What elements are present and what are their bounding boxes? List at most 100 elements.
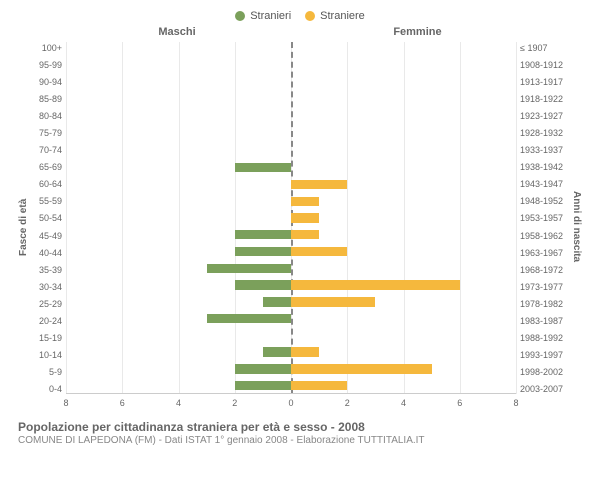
cohort-label: 1943-1947	[520, 179, 568, 189]
y-axis-label-left: Fasce di età	[18, 42, 32, 412]
age-label: 15-19	[32, 333, 62, 343]
bar-female	[291, 213, 319, 222]
cohort-label: 2003-2007	[520, 384, 568, 394]
chart-title: Popolazione per cittadinanza straniera p…	[18, 420, 582, 434]
cohort-label: 1953-1957	[520, 213, 568, 223]
bar-male	[207, 314, 291, 323]
bar-row	[66, 226, 516, 243]
age-label: 0-4	[32, 384, 62, 394]
chart: Fasce di età 100+95-9990-9485-8980-8475-…	[18, 42, 582, 412]
bar-row	[66, 243, 516, 260]
cohort-label: 1918-1922	[520, 94, 568, 104]
bar-male	[235, 247, 291, 256]
bar-row	[66, 260, 516, 277]
y-tick-labels-right: ≤ 1907 1908-1912 1913-1917 1918-1922 1923-19…	[516, 42, 568, 412]
bar-female	[291, 347, 319, 356]
bar-row	[66, 92, 516, 109]
cohort-label: 1948-1952	[520, 196, 568, 206]
legend-label-female: Straniere	[320, 10, 365, 22]
legend-item-female: Straniere	[305, 10, 365, 22]
age-label: 50-54	[32, 213, 62, 223]
cohort-label: ≤ 1907	[520, 43, 568, 53]
cohort-label: 1998-2002	[520, 367, 568, 377]
side-titles: Maschi Femmine	[64, 26, 536, 40]
x-axis-baseline	[66, 393, 516, 394]
cohort-label: 1933-1937	[520, 145, 568, 155]
bar-female	[291, 297, 375, 306]
bar-female	[291, 180, 347, 189]
age-label: 80-84	[32, 111, 62, 121]
x-tick: 6	[120, 398, 125, 408]
bar-female	[291, 381, 347, 390]
age-label: 10-14	[32, 350, 62, 360]
bar-rows	[66, 42, 516, 394]
x-tick: 4	[176, 398, 181, 408]
legend: Stranieri Straniere	[18, 10, 582, 22]
x-tick: 6	[457, 398, 462, 408]
age-label: 90-94	[32, 77, 62, 87]
bar-row	[66, 377, 516, 394]
bar-row	[66, 42, 516, 59]
bar-row	[66, 159, 516, 176]
bar-female	[291, 280, 460, 289]
bar-row	[66, 126, 516, 143]
bar-male	[235, 280, 291, 289]
x-tick: 4	[401, 398, 406, 408]
age-label: 55-59	[32, 196, 62, 206]
cohort-label: 1913-1917	[520, 77, 568, 87]
bar-row	[66, 176, 516, 193]
cohort-label: 1988-1992	[520, 333, 568, 343]
bar-male	[235, 381, 291, 390]
bar-male	[235, 163, 291, 172]
x-tick: 8	[513, 398, 518, 408]
age-label: 35-39	[32, 265, 62, 275]
bar-row	[66, 310, 516, 327]
chart-subtitle: COMUNE DI LAPEDONA (FM) - Dati ISTAT 1° …	[18, 435, 582, 446]
bar-male	[235, 364, 291, 373]
cohort-label: 1973-1977	[520, 282, 568, 292]
bar-row	[66, 109, 516, 126]
age-label: 5-9	[32, 367, 62, 377]
legend-swatch-female	[305, 11, 315, 21]
bar-row	[66, 277, 516, 294]
age-label: 20-24	[32, 316, 62, 326]
legend-swatch-male	[235, 11, 245, 21]
bar-female	[291, 230, 319, 239]
age-label: 75-79	[32, 128, 62, 138]
age-label: 45-49	[32, 231, 62, 241]
bar-row	[66, 59, 516, 76]
side-title-male: Maschi	[158, 26, 195, 38]
bar-row	[66, 361, 516, 378]
cohort-label: 1923-1927	[520, 111, 568, 121]
age-label: 30-34	[32, 282, 62, 292]
bar-female	[291, 197, 319, 206]
bar-female	[291, 247, 347, 256]
cohort-label: 1908-1912	[520, 60, 568, 70]
x-tick-labels: 864202468	[66, 396, 516, 412]
legend-item-male: Stranieri	[235, 10, 291, 22]
cohort-label: 1993-1997	[520, 350, 568, 360]
age-label: 95-99	[32, 60, 62, 70]
bar-male	[207, 264, 291, 273]
cohort-label: 1928-1932	[520, 128, 568, 138]
cohort-label: 1938-1942	[520, 162, 568, 172]
bar-row	[66, 293, 516, 310]
bar-row	[66, 193, 516, 210]
bar-male	[235, 230, 291, 239]
y-axis-label-right: Anni di nascita	[568, 42, 582, 412]
bar-row	[66, 143, 516, 160]
age-label: 65-69	[32, 162, 62, 172]
cohort-label: 1963-1967	[520, 248, 568, 258]
age-label: 100+	[32, 43, 62, 53]
cohort-label: 1983-1987	[520, 316, 568, 326]
age-label: 70-74	[32, 145, 62, 155]
x-tick: 2	[345, 398, 350, 408]
x-tick: 2	[232, 398, 237, 408]
plot-area: 864202468	[66, 42, 516, 412]
x-tick: 0	[288, 398, 293, 408]
age-label: 25-29	[32, 299, 62, 309]
bar-row	[66, 76, 516, 93]
bar-row	[66, 210, 516, 227]
bar-male	[263, 297, 291, 306]
cohort-label: 1968-1972	[520, 265, 568, 275]
